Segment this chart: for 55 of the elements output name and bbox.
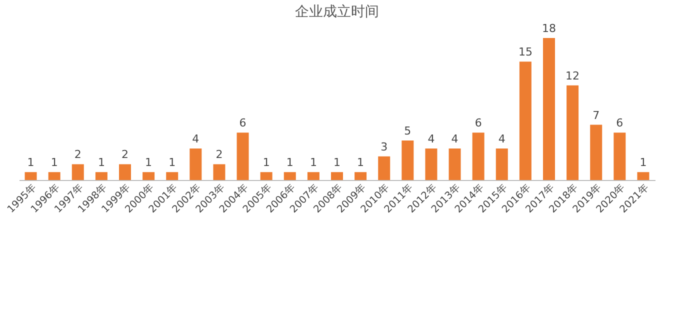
bar	[72, 164, 84, 180]
data-label: 4	[428, 132, 435, 146]
bar	[119, 164, 131, 180]
bar	[260, 172, 272, 180]
data-label: 1	[334, 156, 340, 170]
data-label: 1	[50, 156, 58, 170]
data-label: 4	[451, 132, 458, 146]
data-label: 4	[498, 132, 506, 146]
bar	[425, 148, 438, 180]
data-label: 1	[98, 156, 105, 170]
data-label: 5	[404, 124, 412, 138]
data-label: 1	[286, 156, 294, 170]
data-label: 1	[310, 156, 317, 170]
data-label: 6	[474, 116, 482, 130]
bar	[24, 172, 37, 180]
bar	[590, 124, 602, 180]
data-label: 3	[380, 140, 388, 154]
data-label: 18	[542, 22, 556, 35]
bar	[95, 172, 108, 180]
bar	[166, 172, 178, 180]
data-label: 6	[239, 116, 246, 130]
bar	[519, 62, 532, 180]
data-label: 7	[592, 108, 600, 122]
bar	[142, 172, 155, 180]
bar	[566, 85, 579, 180]
data-label: 2	[74, 148, 82, 162]
bar	[48, 172, 60, 180]
data-label: 1	[168, 156, 176, 170]
bar	[402, 140, 414, 180]
bar	[190, 148, 202, 180]
data-label: 15	[518, 46, 532, 59]
bar	[213, 164, 226, 180]
chart-title: 企业成立时间	[295, 4, 379, 20]
bar	[614, 132, 626, 180]
bar	[543, 38, 555, 180]
data-label: 4	[192, 132, 200, 146]
bar	[354, 172, 367, 180]
bar	[496, 148, 508, 180]
data-label: 6	[616, 116, 624, 130]
bar	[448, 148, 461, 180]
data-label: 1	[145, 156, 152, 170]
bar	[307, 172, 320, 180]
bar	[637, 172, 650, 180]
data-label: 2	[216, 148, 223, 162]
data-label: 1	[262, 156, 270, 170]
bar	[331, 172, 343, 180]
bar	[472, 132, 484, 180]
data-label: 1	[27, 156, 34, 170]
bar	[236, 132, 249, 180]
data-label: 1	[640, 156, 647, 170]
bar	[378, 156, 390, 180]
bar	[284, 172, 296, 180]
data-label: 2	[122, 148, 128, 162]
data-label: 12	[566, 69, 580, 82]
data-label: 1	[357, 156, 364, 170]
